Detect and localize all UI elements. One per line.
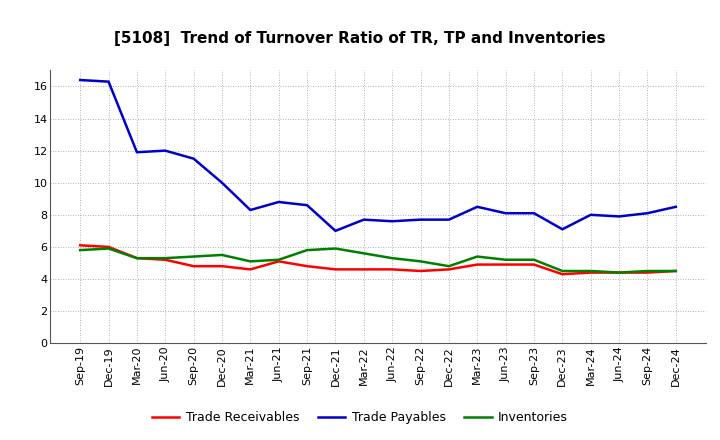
- Trade Receivables: [246, 267, 255, 272]
- Trade Payables: [76, 77, 84, 83]
- Trade Receivables: [558, 271, 567, 277]
- Trade Receivables: [217, 264, 226, 269]
- Trade Payables: [274, 199, 283, 205]
- Trade Receivables: [444, 267, 453, 272]
- Trade Payables: [473, 204, 482, 209]
- Line: Inventories: Inventories: [80, 249, 676, 273]
- Trade Payables: [615, 214, 624, 219]
- Trade Receivables: [303, 264, 312, 269]
- Trade Payables: [501, 211, 510, 216]
- Trade Payables: [586, 212, 595, 217]
- Trade Payables: [104, 79, 113, 84]
- Inventories: [132, 256, 141, 261]
- Inventories: [104, 246, 113, 251]
- Trade Payables: [189, 156, 198, 161]
- Trade Receivables: [274, 259, 283, 264]
- Trade Receivables: [643, 270, 652, 275]
- Trade Receivables: [189, 264, 198, 269]
- Inventories: [444, 264, 453, 269]
- Trade Payables: [643, 211, 652, 216]
- Inventories: [473, 254, 482, 259]
- Text: [5108]  Trend of Turnover Ratio of TR, TP and Inventories: [5108] Trend of Turnover Ratio of TR, TP…: [114, 31, 606, 46]
- Trade Receivables: [76, 243, 84, 248]
- Trade Receivables: [132, 256, 141, 261]
- Trade Receivables: [104, 244, 113, 249]
- Trade Payables: [331, 228, 340, 234]
- Inventories: [359, 251, 368, 256]
- Trade Payables: [444, 217, 453, 222]
- Inventories: [189, 254, 198, 259]
- Inventories: [558, 268, 567, 274]
- Trade Payables: [217, 180, 226, 185]
- Trade Payables: [132, 150, 141, 155]
- Trade Payables: [246, 207, 255, 213]
- Inventories: [416, 259, 425, 264]
- Inventories: [331, 246, 340, 251]
- Trade Receivables: [530, 262, 539, 267]
- Inventories: [643, 268, 652, 274]
- Inventories: [76, 247, 84, 253]
- Inventories: [586, 268, 595, 274]
- Inventories: [217, 252, 226, 257]
- Inventories: [388, 256, 397, 261]
- Trade Receivables: [501, 262, 510, 267]
- Trade Payables: [303, 202, 312, 208]
- Inventories: [672, 268, 680, 274]
- Trade Payables: [416, 217, 425, 222]
- Legend: Trade Receivables, Trade Payables, Inventories: Trade Receivables, Trade Payables, Inven…: [147, 407, 573, 429]
- Trade Receivables: [672, 268, 680, 274]
- Trade Receivables: [359, 267, 368, 272]
- Inventories: [274, 257, 283, 262]
- Trade Payables: [558, 227, 567, 232]
- Inventories: [501, 257, 510, 262]
- Inventories: [530, 257, 539, 262]
- Trade Receivables: [388, 267, 397, 272]
- Trade Receivables: [416, 268, 425, 274]
- Trade Payables: [388, 219, 397, 224]
- Trade Receivables: [615, 270, 624, 275]
- Trade Receivables: [586, 270, 595, 275]
- Trade Payables: [530, 211, 539, 216]
- Trade Payables: [359, 217, 368, 222]
- Trade Receivables: [161, 257, 170, 262]
- Inventories: [303, 247, 312, 253]
- Inventories: [246, 259, 255, 264]
- Trade Payables: [672, 204, 680, 209]
- Inventories: [615, 270, 624, 275]
- Trade Payables: [161, 148, 170, 153]
- Inventories: [161, 256, 170, 261]
- Line: Trade Receivables: Trade Receivables: [80, 246, 676, 274]
- Line: Trade Payables: Trade Payables: [80, 80, 676, 231]
- Trade Receivables: [331, 267, 340, 272]
- Trade Receivables: [473, 262, 482, 267]
